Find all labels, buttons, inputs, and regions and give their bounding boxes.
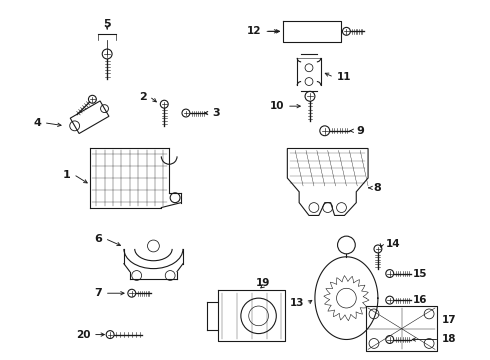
Circle shape bbox=[102, 49, 112, 59]
Circle shape bbox=[386, 270, 393, 278]
Text: 18: 18 bbox=[442, 334, 456, 345]
Text: 14: 14 bbox=[386, 239, 400, 249]
Text: 19: 19 bbox=[255, 278, 270, 288]
Circle shape bbox=[320, 126, 330, 136]
Text: 13: 13 bbox=[290, 298, 304, 308]
Circle shape bbox=[160, 100, 168, 108]
Text: 20: 20 bbox=[76, 329, 91, 339]
Text: 17: 17 bbox=[442, 315, 457, 325]
Text: 4: 4 bbox=[33, 118, 41, 128]
Circle shape bbox=[386, 296, 393, 304]
Text: 10: 10 bbox=[270, 101, 284, 111]
Circle shape bbox=[343, 27, 350, 35]
Circle shape bbox=[106, 330, 114, 338]
Text: 8: 8 bbox=[373, 183, 381, 193]
Text: 16: 16 bbox=[413, 295, 427, 305]
Text: 2: 2 bbox=[139, 92, 147, 102]
Circle shape bbox=[170, 193, 180, 203]
Text: 6: 6 bbox=[95, 234, 102, 244]
Text: 11: 11 bbox=[337, 72, 351, 82]
Circle shape bbox=[89, 95, 97, 103]
Text: 3: 3 bbox=[213, 108, 220, 118]
Text: 5: 5 bbox=[103, 19, 111, 30]
Circle shape bbox=[241, 298, 276, 334]
Circle shape bbox=[182, 109, 190, 117]
Circle shape bbox=[386, 336, 393, 343]
Text: 12: 12 bbox=[247, 26, 262, 36]
Circle shape bbox=[128, 289, 136, 297]
Text: 15: 15 bbox=[413, 269, 427, 279]
Circle shape bbox=[374, 245, 382, 253]
Text: 1: 1 bbox=[63, 170, 71, 180]
Text: 9: 9 bbox=[356, 126, 364, 136]
Text: 7: 7 bbox=[95, 288, 102, 298]
Circle shape bbox=[305, 91, 315, 101]
